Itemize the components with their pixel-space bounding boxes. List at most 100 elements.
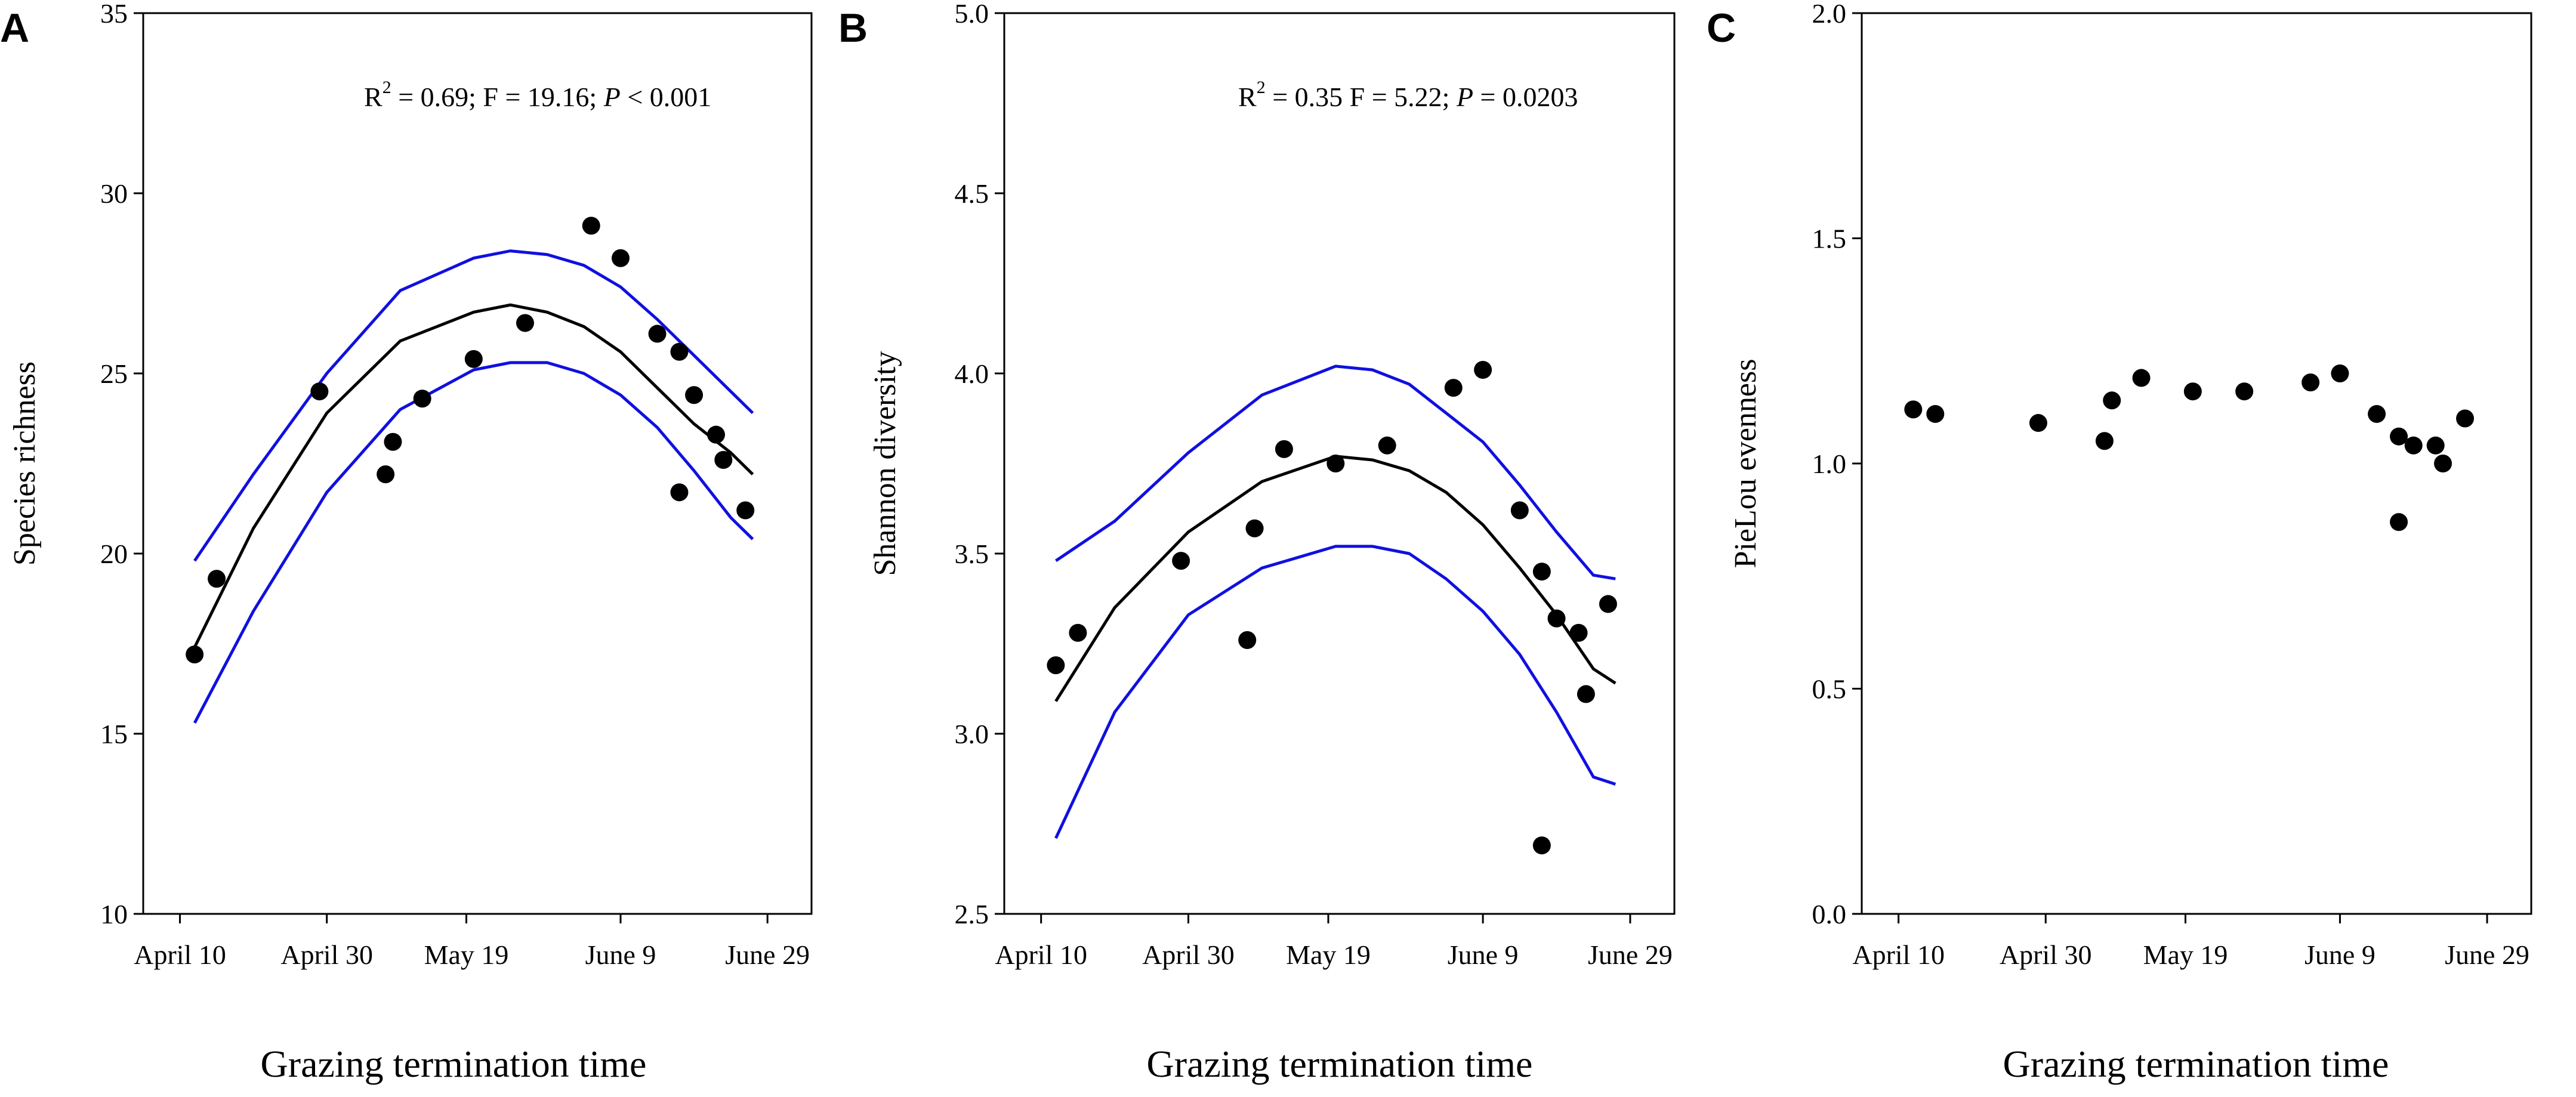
x-axis-b: April 10 April 30 May 19 June 9 June 29: [995, 914, 1673, 970]
y-axis-a: 10 15 20 25 30 35: [100, 0, 143, 929]
ci-lower-line-b: [1054, 545, 1616, 839]
y-tick-label-b: 4.5: [955, 178, 989, 209]
data-point-a: [685, 386, 704, 404]
x-tick-label-b: April 10: [995, 940, 1087, 970]
data-point-a: [516, 314, 534, 332]
stat-annotation-b: R2 = 0.35 F = 5.22; P = 0.0203: [1238, 78, 1578, 112]
data-point-c: [2368, 404, 2386, 423]
y-tick-label-b: 3.5: [955, 539, 989, 569]
data-point-b: [1474, 360, 1492, 379]
data-point-b: [1245, 519, 1264, 537]
fit-line-b: [1054, 455, 1616, 702]
y-tick-label-a: 20: [100, 539, 128, 569]
data-point-c: [2302, 373, 2320, 392]
y-tick-label-b: 2.5: [955, 899, 989, 929]
data-point-c: [2235, 382, 2254, 401]
data-point-b: [1238, 631, 1257, 649]
x-tick-label-a: April 30: [280, 940, 373, 970]
x-tick-label-a: May 19: [424, 940, 509, 970]
data-point-a: [186, 645, 204, 664]
data-point-a: [707, 425, 725, 444]
data-point-b: [1378, 436, 1396, 455]
data-point-b: [1532, 563, 1551, 581]
x-axis-title-c: Grazing termination time: [2003, 1043, 2389, 1085]
data-point-a: [670, 342, 689, 361]
x-tick-label-b: May 19: [1286, 940, 1371, 970]
series-a: [186, 217, 755, 724]
data-point-b: [1275, 440, 1293, 458]
y-axis-b: 2.5 3.0 3.5 4.0 4.5 5.0: [955, 0, 1004, 929]
data-point-c: [1904, 400, 1923, 419]
panel-c: C 0.0 0.5 1.0 1.5 2.0 April 10 April 30 May 19…: [1707, 0, 2532, 1085]
data-point-a: [582, 217, 600, 235]
data-point-a: [714, 450, 733, 469]
plot-frame-b: [1003, 12, 1676, 915]
fit-line-a: [193, 303, 754, 648]
ci-upper-line-b: [1055, 364, 1616, 580]
x-tick-label-c: April 30: [2000, 940, 2092, 970]
data-point-b: [1569, 623, 1588, 642]
panel-a: A 10 15 20 25 30 35 April 10 April 30 May 19 Jun…: [0, 0, 813, 1085]
ci-upper-line-a: [193, 249, 754, 562]
x-tick-label-b: June 9: [1448, 940, 1519, 970]
y-tick-label-c: 1.5: [1812, 224, 1847, 254]
data-point-c: [2390, 513, 2408, 531]
data-point-b: [1599, 595, 1617, 613]
data-point-a: [310, 382, 329, 401]
data-point-c: [2426, 436, 2445, 455]
y-tick-label-a: 25: [100, 359, 128, 389]
data-point-c: [2095, 432, 2114, 450]
data-point-b: [1532, 836, 1551, 855]
x-tick-label-b: April 30: [1142, 940, 1235, 970]
data-point-b: [1547, 609, 1566, 628]
data-point-a: [670, 483, 689, 502]
series-b: [1047, 360, 1617, 855]
x-axis-title-a: Grazing termination time: [261, 1043, 647, 1085]
data-point-c: [2183, 382, 2202, 401]
data-point-a: [384, 432, 402, 451]
plot-frame-a: [142, 12, 813, 915]
y-tick-label-c: 0.5: [1812, 674, 1847, 704]
data-point-c: [2029, 414, 2047, 432]
data-point-c: [2404, 436, 2423, 455]
data-point-a: [736, 501, 755, 520]
x-tick-label-a: June 9: [585, 940, 656, 970]
x-tick-label-c: June 29: [2445, 940, 2529, 970]
x-tick-label-c: April 10: [1852, 940, 1945, 970]
y-tick-label-b: 3.0: [955, 719, 989, 749]
data-point-a: [612, 249, 630, 267]
y-axis-title-a: Species richness: [8, 361, 42, 566]
data-point-c: [2103, 391, 2121, 410]
x-axis-title-b: Grazing termination time: [1147, 1043, 1533, 1085]
data-point-a: [208, 570, 226, 588]
data-point-a: [377, 465, 395, 484]
panel-letter-b: B: [838, 5, 868, 51]
ci-lower-line-a: [193, 361, 754, 724]
data-point-a: [648, 325, 667, 343]
y-tick-label-a: 10: [100, 899, 128, 929]
data-point-b: [1510, 501, 1529, 520]
data-point-b: [1172, 552, 1190, 570]
data-point-a: [413, 390, 431, 408]
data-point-b: [1047, 656, 1065, 675]
data-point-a: [464, 350, 483, 368]
x-tick-label-c: May 19: [2143, 940, 2228, 970]
x-axis-c: April 10 April 30 May 19 June 9 June 29: [1852, 914, 2529, 970]
data-point-c: [2456, 409, 2475, 428]
y-tick-label-a: 30: [100, 178, 128, 209]
x-tick-label-c: June 9: [2304, 940, 2376, 970]
series-c: [1904, 364, 2475, 531]
data-point-b: [1444, 379, 1463, 397]
stat-annotation-a: R2 = 0.69; F = 19.16; P < 0.001: [364, 78, 711, 112]
x-tick-label-a: June 29: [725, 940, 810, 970]
y-tick-label-c: 1.0: [1812, 449, 1847, 479]
y-tick-label-c: 2.0: [1812, 0, 1847, 29]
data-point-b: [1069, 623, 1087, 642]
y-tick-label-a: 35: [100, 0, 128, 29]
plot-frame-c: [1861, 12, 2532, 915]
y-tick-label-b: 5.0: [955, 0, 989, 29]
panel-letter-a: A: [0, 5, 29, 51]
x-tick-label-b: June 29: [1588, 940, 1673, 970]
x-axis-a: April 10 April 30 May 19 June 9 June 29: [134, 914, 810, 970]
